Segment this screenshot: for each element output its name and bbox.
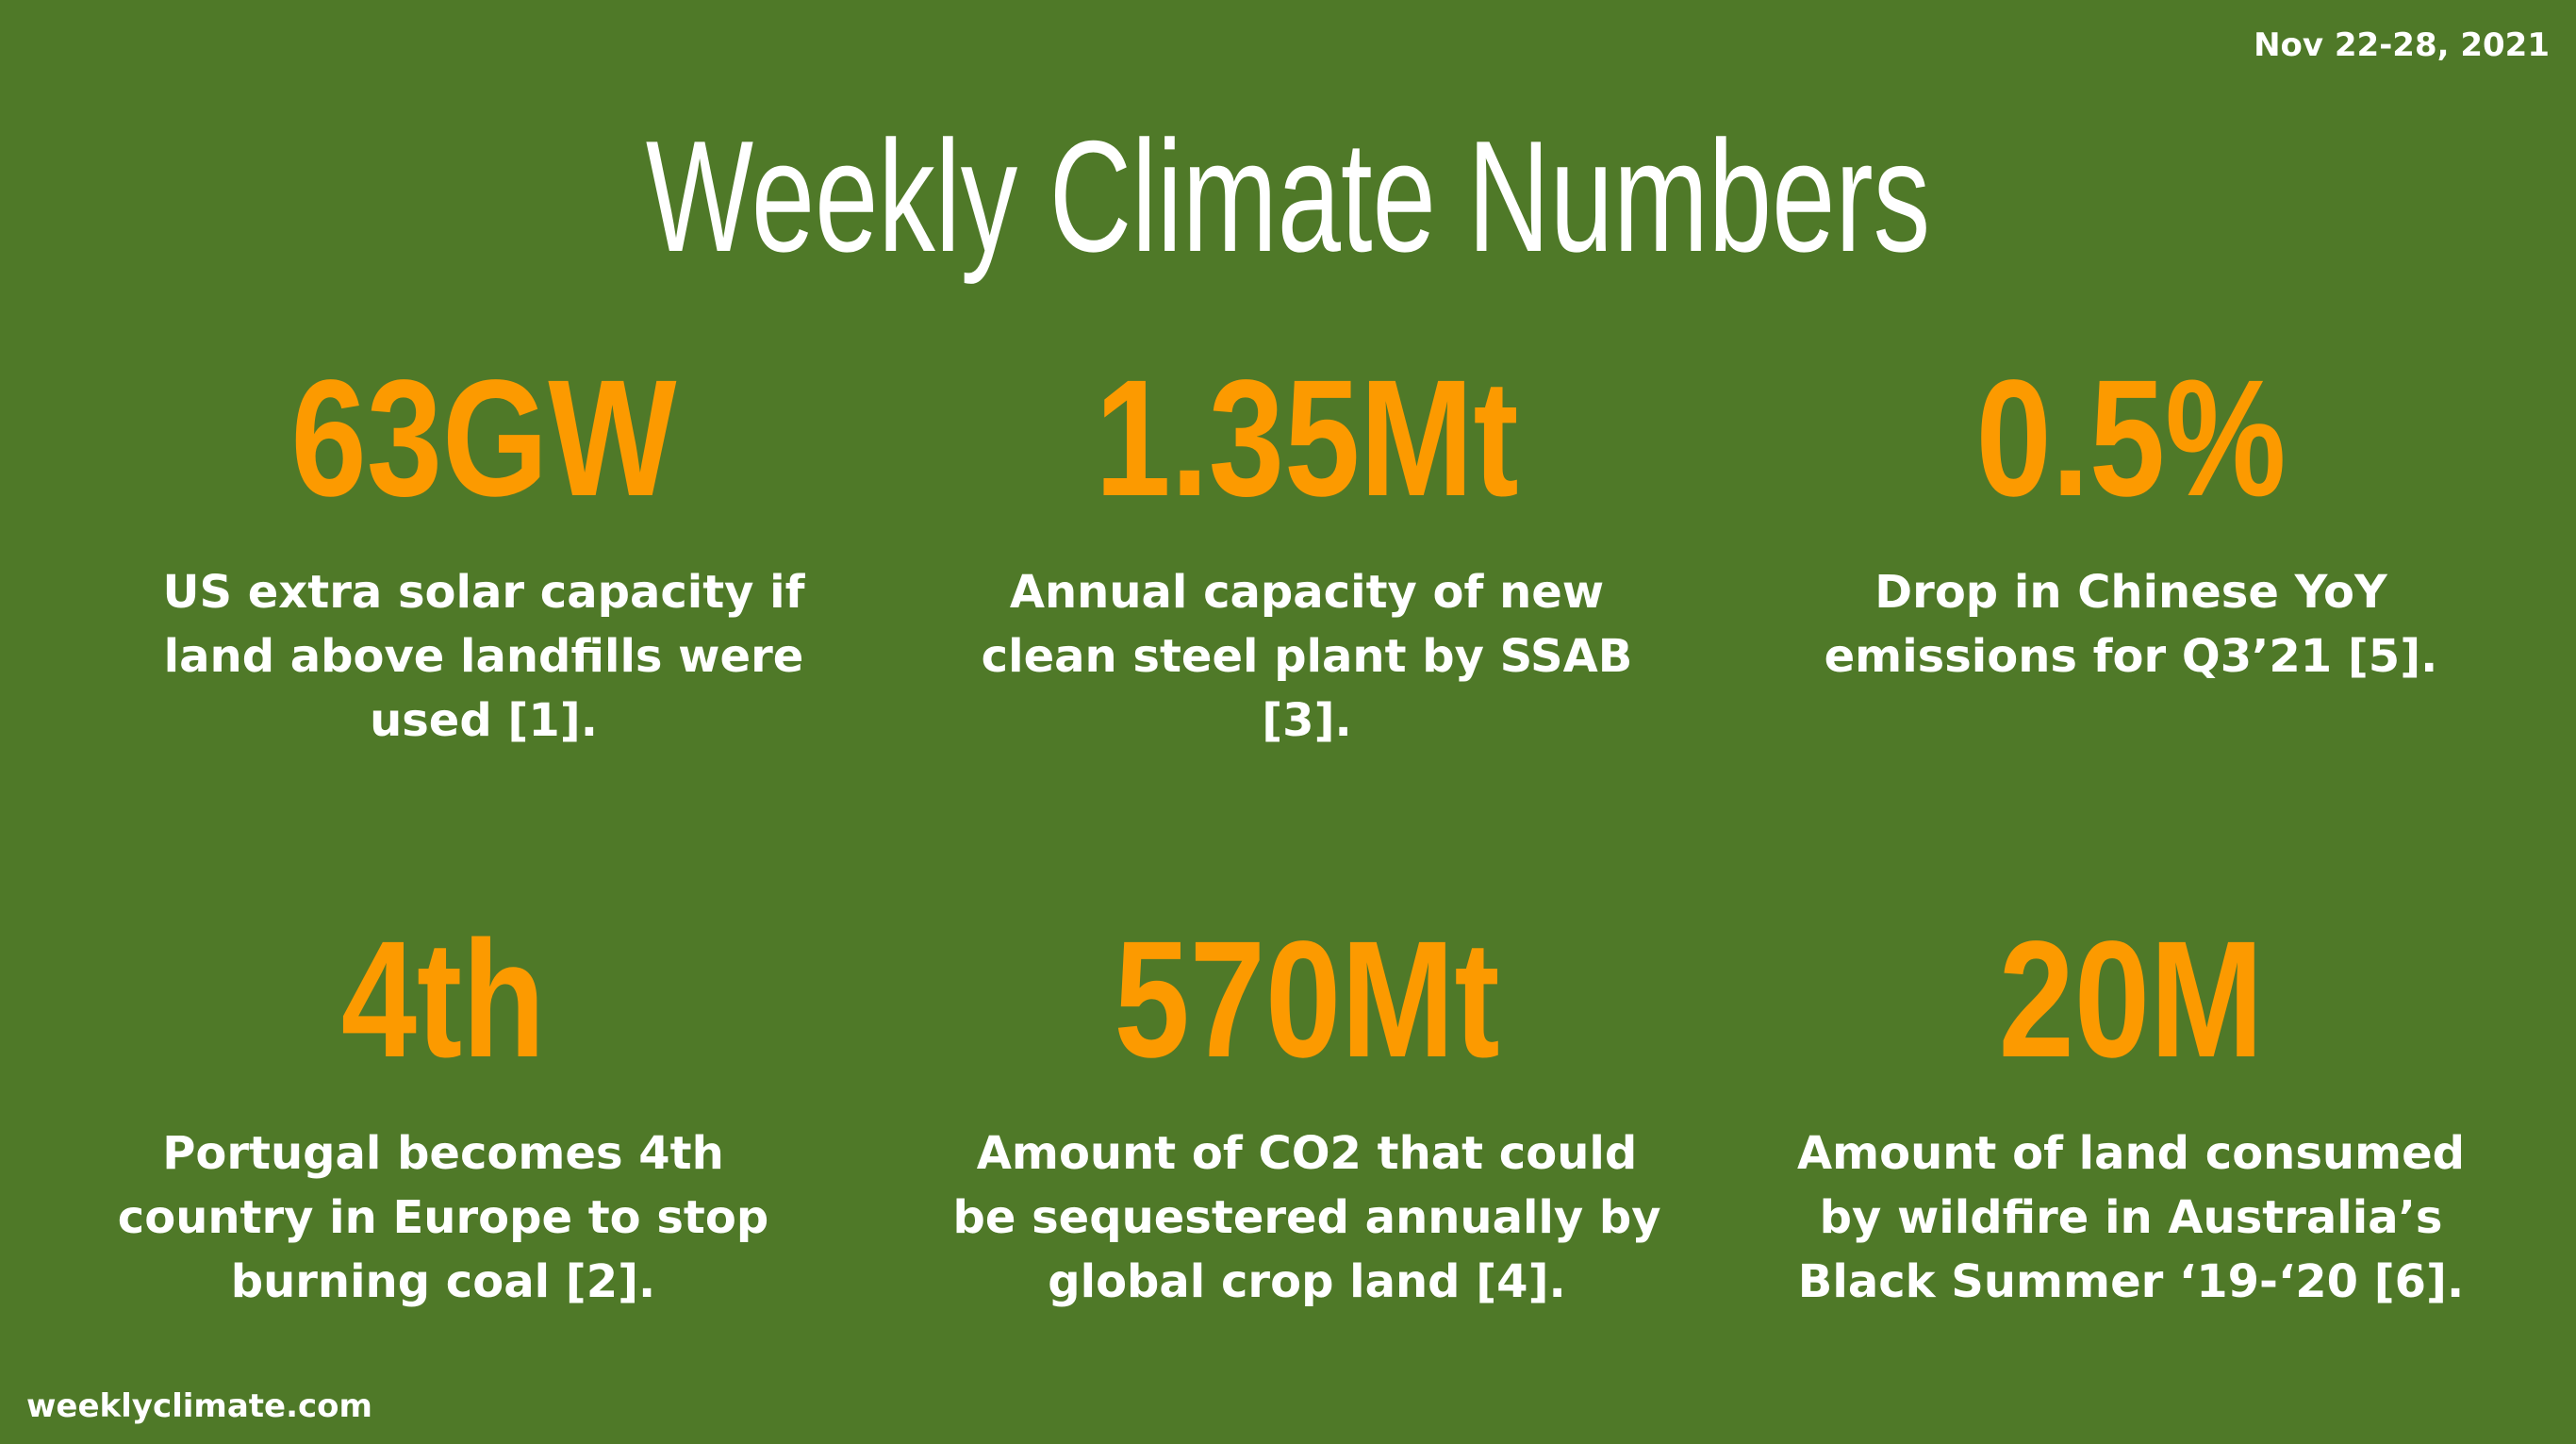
stat-card: 570Mt Amount of CO2 that could be seques…	[920, 907, 1693, 1314]
stat-number: 570Mt	[1114, 907, 1500, 1092]
stat-number: 20M	[1998, 907, 2264, 1092]
stat-number: 4th	[340, 907, 546, 1092]
stat-card: 4th Portugal becomes 4th country in Euro…	[57, 907, 830, 1314]
stat-description: Annual capacity of new clean steel plant…	[981, 566, 1633, 747]
stat-card: 1.35Mt Annual capacity of new clean stee…	[920, 346, 1693, 753]
stat-description: Portugal becomes 4th country in Europe t…	[117, 1127, 769, 1308]
stat-number: 0.5%	[1975, 346, 2287, 531]
stat-description: Amount of CO2 that could be sequestered …	[952, 1127, 1661, 1308]
stat-card: 63GW US extra solar capacity if land abo…	[97, 346, 870, 753]
stat-description: Drop in Chinese YoY emissions for Q3’21 …	[1824, 566, 2438, 683]
page-title: Weekly Climate Numbers	[645, 108, 1931, 285]
stat-card: 0.5% Drop in Chinese YoY emissions for Q…	[1744, 346, 2518, 689]
stat-description: US extra solar capacity if land above la…	[162, 566, 805, 747]
stat-description: Amount of land consumed by wildfire in A…	[1796, 1127, 2466, 1308]
stat-card: 20M Amount of land consumed by wildfire …	[1744, 907, 2518, 1314]
website-link[interactable]: weeklyclimate.com	[26, 1387, 372, 1425]
date-range: Nov 22-28, 2021	[2254, 26, 2550, 64]
stat-number: 1.35Mt	[1095, 346, 1519, 531]
stat-number: 63GW	[290, 346, 677, 531]
